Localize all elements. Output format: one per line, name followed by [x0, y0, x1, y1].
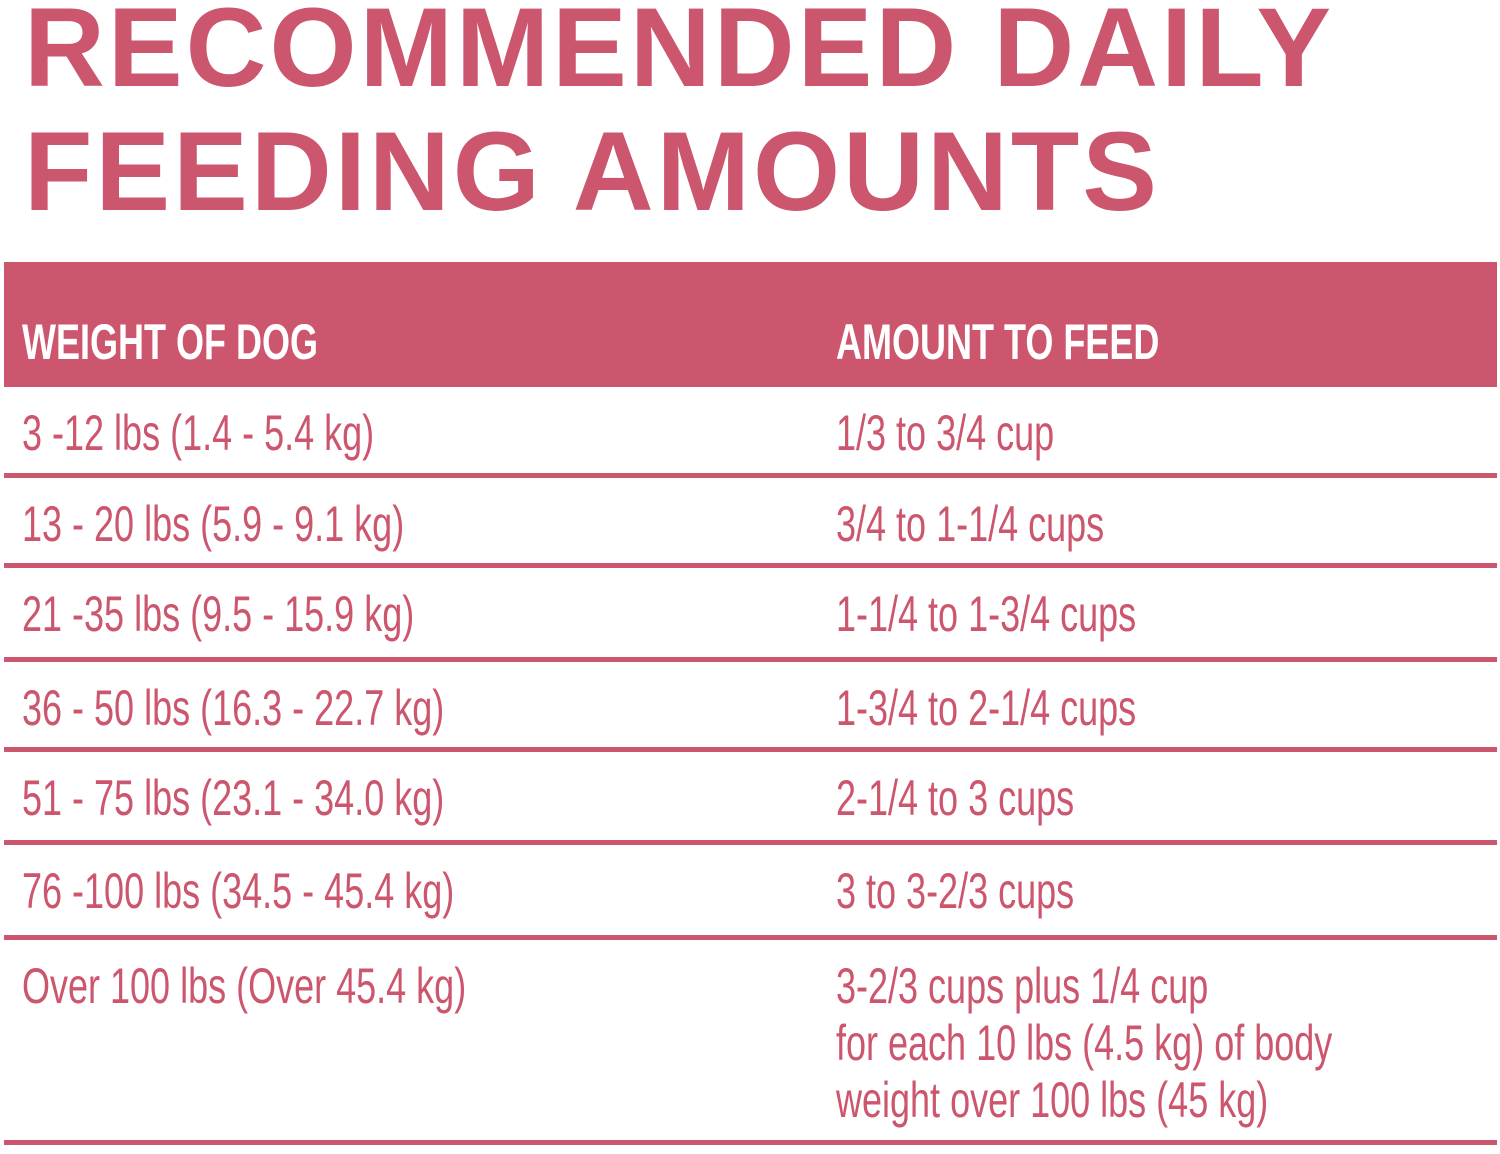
amount-cell: 1-1/4 to 1-3/4 cups — [836, 586, 1136, 643]
weight-cell: 21 -35 lbs (9.5 - 15.9 kg) — [22, 586, 415, 642]
table-row: Over 100 lbs (Over 45.4 kg) 3-2/3 cups pl… — [4, 940, 1497, 1145]
amount-line: weight over 100 lbs (45 kg) — [836, 1072, 1269, 1128]
title-line-1: RECOMMENDED DAILY — [24, 0, 1335, 110]
amount-line: 1/3 to 3/4 cup — [836, 405, 1055, 461]
amount-line: 3 to 3-2/3 cups — [836, 863, 1075, 919]
amount-cell: 2-1/4 to 3 cups — [836, 770, 1074, 827]
amount-line: 1-1/4 to 1-3/4 cups — [836, 586, 1137, 642]
amount-cell: 1/3 to 3/4 cup — [836, 405, 1054, 462]
amount-cell: 3 to 3-2/3 cups — [836, 863, 1074, 920]
weight-cell: 36 - 50 lbs (16.3 - 22.7 kg) — [22, 680, 445, 736]
weight-cell: Over 100 lbs (Over 45.4 kg) — [22, 958, 467, 1014]
table-header: WEIGHT OF DOG AMOUNT TO FEED — [4, 262, 1497, 387]
table-row: 3 -12 lbs (1.4 - 5.4 kg) 1/3 to 3/4 cup — [4, 387, 1497, 478]
amount-line: 2-1/4 to 3 cups — [836, 770, 1075, 826]
amount-line: 3-2/3 cups plus 1/4 cup — [836, 958, 1209, 1014]
weight-cell: 13 - 20 lbs (5.9 - 9.1 kg) — [22, 496, 405, 552]
amount-line: for each 10 lbs (4.5 kg) of body — [836, 1015, 1333, 1071]
title-line-2: FEEDING AMOUNTS — [24, 109, 1160, 234]
amount-cell: 1-3/4 to 2-1/4 cups — [836, 680, 1136, 737]
amount-line: 1-3/4 to 2-1/4 cups — [836, 680, 1137, 736]
page-title: RECOMMENDED DAILY FEEDING AMOUNTS — [24, 0, 1334, 234]
table-row: 36 - 50 lbs (16.3 - 22.7 kg) 1-3/4 to 2-1… — [4, 662, 1497, 752]
header-amount: AMOUNT TO FEED — [836, 314, 1160, 370]
table-row: 76 -100 lbs (34.5 - 45.4 kg) 3 to 3-2/3 c… — [4, 845, 1497, 940]
weight-cell: 76 -100 lbs (34.5 - 45.4 kg) — [22, 863, 455, 919]
amount-line: 3/4 to 1-1/4 cups — [836, 496, 1105, 552]
weight-cell: 51 - 75 lbs (23.1 - 34.0 kg) — [22, 770, 445, 826]
amount-cell: 3-2/3 cups plus 1/4 cup for each 10 lbs (… — [836, 958, 1332, 1129]
amount-cell: 3/4 to 1-1/4 cups — [836, 496, 1104, 553]
weight-cell: 3 -12 lbs (1.4 - 5.4 kg) — [22, 405, 375, 461]
header-weight: WEIGHT OF DOG — [22, 314, 318, 370]
table-row: 51 - 75 lbs (23.1 - 34.0 kg) 2-1/4 to 3 c… — [4, 752, 1497, 845]
table-row: 13 - 20 lbs (5.9 - 9.1 kg) 3/4 to 1-1/4 c… — [4, 478, 1497, 568]
table-row: 21 -35 lbs (9.5 - 15.9 kg) 1-1/4 to 1-3/4… — [4, 568, 1497, 662]
